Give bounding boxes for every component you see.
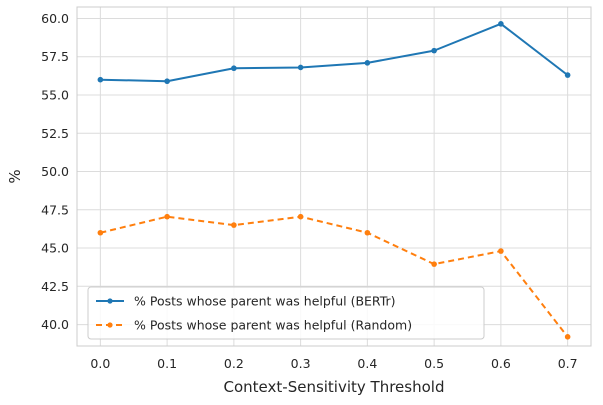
data-point-s0-2 [231, 65, 237, 72]
x-tick-label: 0.2 [224, 356, 244, 371]
x-tick-label: 0.5 [424, 356, 444, 371]
x-tick-label: 0.6 [491, 356, 511, 371]
legend-entry-random: % Posts whose parent was helpful (Random… [96, 318, 412, 333]
y-axis-label: % [6, 169, 24, 183]
data-point-s1-1 [164, 213, 170, 220]
y-tick-label: 47.5 [41, 202, 69, 217]
data-point-s1-0 [97, 229, 104, 236]
legend-label-random: % Posts whose parent was helpful (Random… [134, 318, 412, 333]
x-axis-ticks: 0.0 0.1 0.2 0.3 0.4 0.5 0.6 0.7 [90, 356, 577, 371]
y-tick-label: 50.0 [41, 164, 69, 179]
x-tick-label: 0.0 [90, 356, 110, 371]
y-tick-label: 52.5 [41, 126, 69, 141]
legend: % Posts whose parent was helpful (BERTr)… [87, 286, 485, 340]
data-point-s0-7 [564, 72, 571, 78]
series-line-1 [100, 215, 569, 338]
data-point-s0-6 [498, 21, 504, 27]
y-tick-label: 55.0 [41, 88, 69, 103]
data-point-s0-3 [297, 64, 304, 71]
data-point-s1-5 [431, 261, 437, 267]
data-point-s1-4 [364, 229, 371, 236]
y-tick-label: 45.0 [41, 241, 69, 256]
legend-label-bertr: % Posts whose parent was helpful (BERTr) [134, 294, 396, 309]
y-tick-label: 57.5 [41, 49, 69, 64]
x-tick-label: 0.4 [357, 356, 377, 371]
legend-marker-random [107, 322, 113, 328]
legend-entry-bertr: % Posts whose parent was helpful (BERTr) [96, 294, 396, 309]
data-point-s1-7 [564, 334, 571, 340]
legend-marker-bertr [107, 298, 113, 304]
x-tick-label: 0.1 [157, 356, 177, 371]
x-axis-label: Context-Sensitivity Threshold [224, 378, 445, 396]
y-tick-label: 60.0 [41, 11, 69, 26]
data-point-s0-5 [431, 47, 437, 54]
x-tick-label: 0.7 [558, 356, 578, 371]
data-point-s0-1 [164, 78, 170, 85]
y-tick-label: 40.0 [41, 317, 69, 332]
y-axis-ticks: 40.0 42.5 45.0 47.5 50.0 52.5 55.0 57.5 60.0 [41, 11, 69, 332]
data-point-s1-3 [297, 213, 304, 220]
legend-box [87, 286, 485, 340]
data-point-s1-6 [498, 248, 504, 254]
y-tick-label: 42.5 [41, 279, 69, 294]
data-point-s1-2 [231, 222, 237, 228]
series [97, 21, 571, 340]
plot-frame [76, 6, 592, 347]
x-tick-label: 0.3 [291, 356, 311, 371]
data-point-s0-0 [97, 76, 104, 83]
series-line-0 [99, 22, 569, 83]
data-point-s0-4 [364, 60, 371, 66]
